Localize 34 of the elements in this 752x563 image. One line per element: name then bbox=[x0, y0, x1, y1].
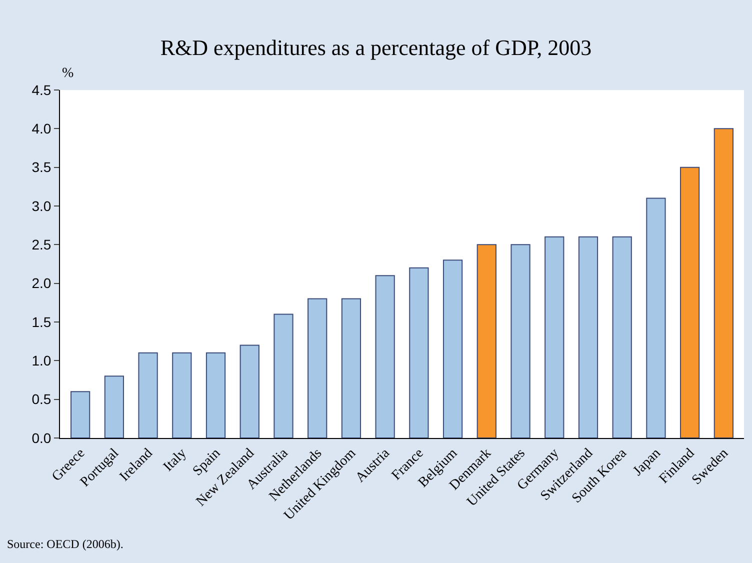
bar bbox=[409, 267, 429, 438]
y-tick-label: 2.0 bbox=[32, 275, 52, 292]
bar bbox=[341, 298, 362, 438]
bar bbox=[476, 244, 496, 438]
bar bbox=[714, 128, 734, 438]
bar bbox=[375, 275, 395, 438]
bar bbox=[240, 344, 260, 438]
y-tick-label: 0.0 bbox=[32, 430, 52, 446]
chart-title: R&D expenditures as a percentage of GDP, 2003 bbox=[160, 34, 592, 60]
y-tick-label: 0.5 bbox=[32, 391, 52, 408]
y-axis-title: % bbox=[62, 66, 74, 81]
y-tick-label: 4.5 bbox=[32, 82, 52, 98]
bar bbox=[206, 352, 226, 438]
bar bbox=[612, 236, 632, 438]
y-tick-label: 3.5 bbox=[32, 159, 52, 176]
bar bbox=[138, 352, 158, 438]
bar bbox=[646, 198, 666, 438]
bar bbox=[544, 236, 564, 438]
y-tick-label: 2.5 bbox=[32, 236, 52, 253]
bar bbox=[274, 314, 294, 438]
source-note: Source: OECD (2006b). bbox=[7, 537, 124, 551]
y-tick-label: 3.0 bbox=[32, 198, 52, 214]
bar bbox=[680, 166, 700, 438]
bar bbox=[578, 236, 598, 438]
bar bbox=[510, 244, 530, 438]
y-tick-label: 1.5 bbox=[32, 314, 52, 330]
x-tick-label: Italy bbox=[160, 446, 190, 475]
bar bbox=[308, 298, 328, 438]
bar bbox=[70, 391, 90, 438]
bar bbox=[172, 352, 192, 438]
bar bbox=[442, 260, 463, 438]
y-tick-label: 1.0 bbox=[32, 352, 52, 369]
bar bbox=[104, 376, 124, 438]
y-tick-label: 4.0 bbox=[32, 120, 52, 137]
